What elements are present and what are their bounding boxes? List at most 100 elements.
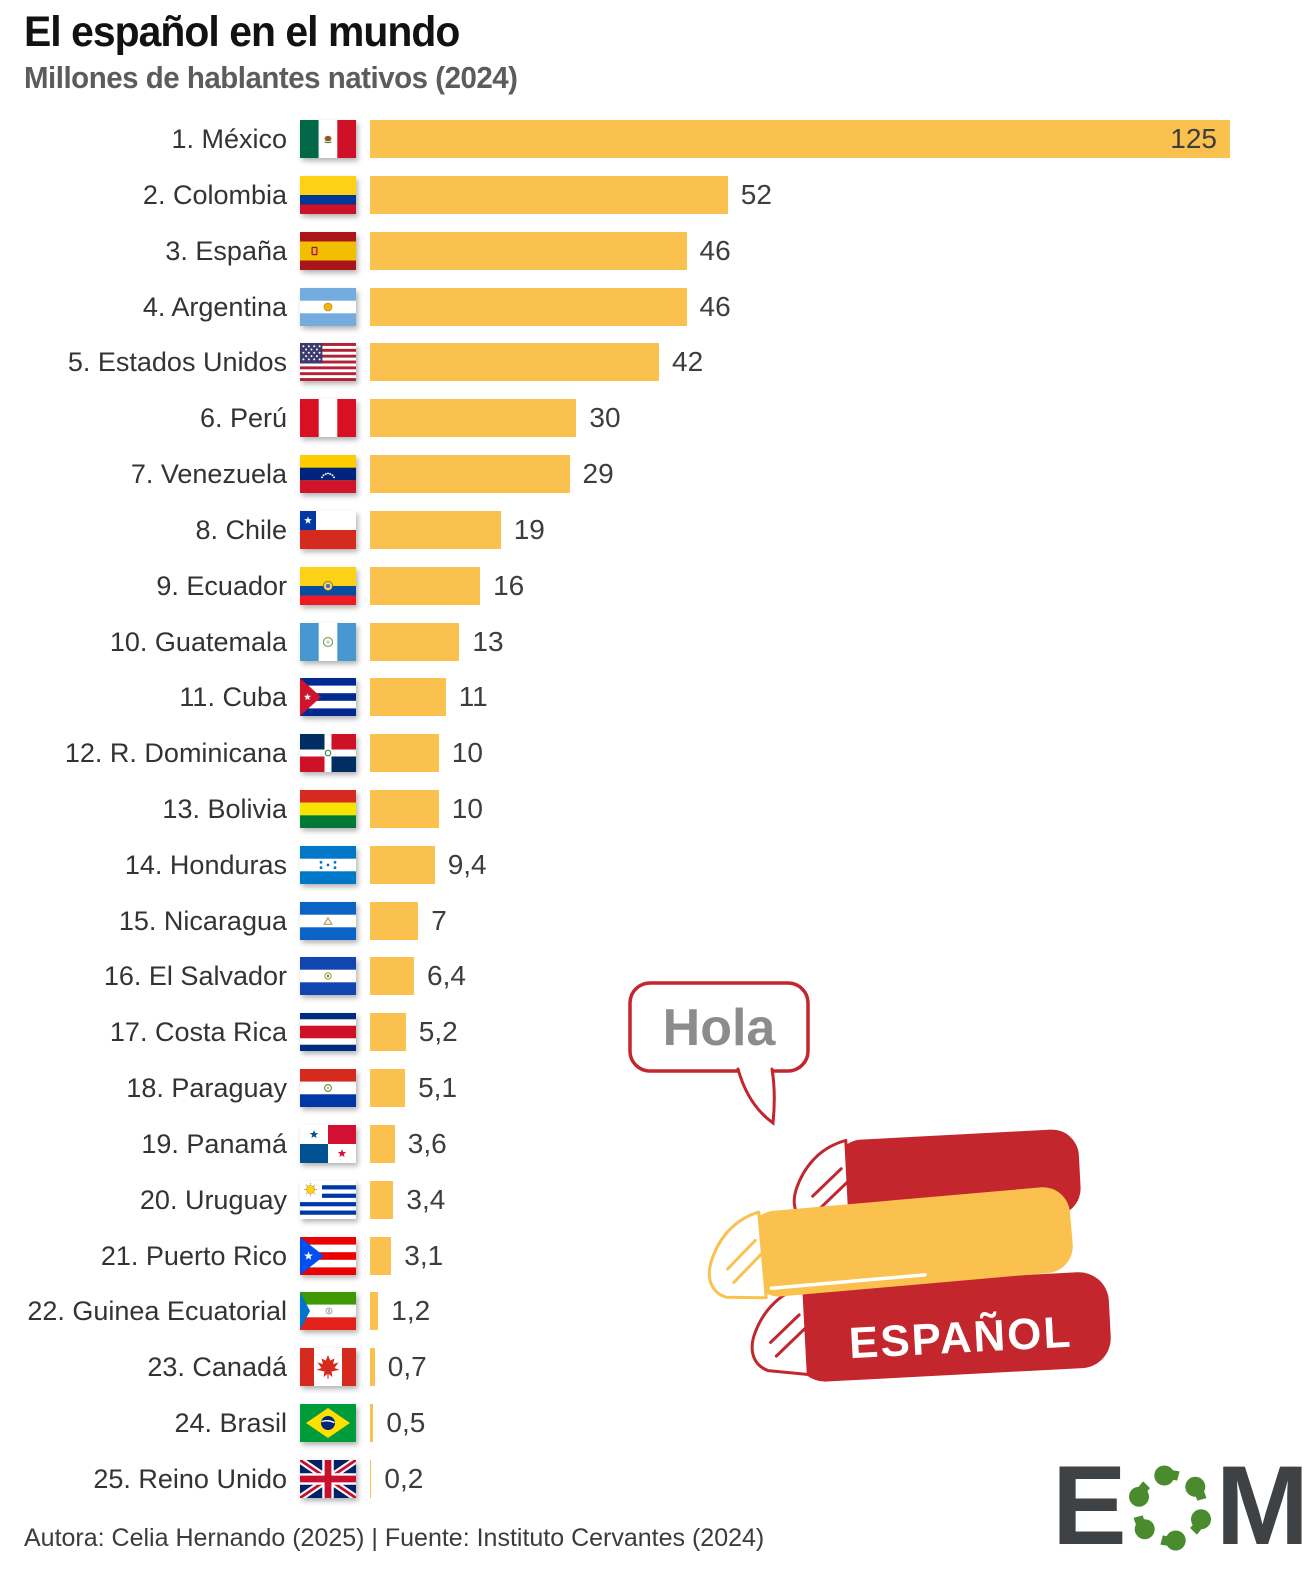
country-label: 9. Ecuador [156, 570, 287, 601]
bar-value-label: 10 [451, 737, 483, 769]
bar-value-label: 3,4 [406, 1183, 446, 1215]
logo-o-icon [1128, 1465, 1211, 1551]
country-label: 2. Colombia [142, 179, 287, 210]
bar-track: 1,2 [370, 1292, 1286, 1331]
bar-value-label: 10 [451, 793, 483, 824]
flag-costa-rica-icon [300, 1013, 356, 1052]
bar-row: 4. Argentina 46 [24, 287, 1286, 326]
flag-nicaragua-icon [300, 901, 356, 940]
bar-value-label: 29 [582, 458, 614, 489]
country-label: 19. Panamá [141, 1128, 287, 1159]
country-label: 3. España [165, 235, 287, 266]
bar-value-label: 5,1 [418, 1072, 458, 1104]
bar [370, 1013, 406, 1052]
bar [370, 1124, 395, 1163]
flag-united-kingdom-icon [300, 1459, 356, 1498]
bar-value-label: 42 [672, 346, 704, 378]
bar-value-label: 0,7 [387, 1351, 427, 1383]
bar-row: 2. Colombia 52 [24, 175, 1286, 214]
country-label: 8. Chile [195, 514, 287, 545]
flag-puerto-rico-icon [300, 1236, 356, 1275]
bar-track: 10 [370, 734, 1286, 773]
bar-row: 23. Canadá 0,7 [24, 1348, 1286, 1387]
country-label: 16. El Salvador [103, 961, 287, 992]
bar-track: 11 [370, 678, 1286, 717]
bar-value-label: 0,2 [384, 1462, 424, 1494]
book-title-label: ESPAÑOL [848, 1307, 1074, 1369]
bar-value-label: 6,4 [427, 960, 466, 992]
bar [370, 455, 570, 493]
bar-row: 15. Nicaragua 7 [24, 901, 1286, 940]
country-label: 15. Nicaragua [118, 905, 287, 936]
bar-value-label: 3,6 [407, 1127, 447, 1159]
bar [370, 566, 481, 605]
bar-track: 7 [370, 901, 1286, 940]
bar-track: 19 [370, 510, 1286, 549]
bar [370, 1348, 375, 1387]
bar [370, 790, 439, 828]
country-label: 21. Puerto Rico [100, 1240, 287, 1271]
bar-track: 3,4 [370, 1180, 1286, 1219]
flag-equatorial-guinea-icon [300, 1292, 356, 1331]
bar-track: 52 [370, 175, 1286, 214]
bar [370, 399, 577, 438]
bar [370, 845, 435, 884]
speech-bubble-tail [736, 1067, 776, 1126]
country-label: 24. Brasil [174, 1408, 287, 1439]
bar-value-label: 46 [699, 290, 731, 322]
bar [370, 175, 728, 214]
bar-row: 19. Panamá 3,6 [24, 1124, 1286, 1163]
bar-track: 0,2 [370, 1459, 1286, 1498]
bar-row: 1. México 125 [24, 120, 1286, 158]
bar-track: 16 [370, 566, 1286, 605]
flag-colombia-icon [300, 175, 356, 214]
bar-row: 12. R. Dominicana 10 [24, 734, 1286, 773]
bar-track: 46 [370, 231, 1286, 270]
bar-value-label: 9,4 [447, 848, 487, 880]
book-bottom: ESPAÑOL [750, 1272, 1111, 1382]
country-label: 23. Canadá [147, 1352, 287, 1383]
bar [370, 1404, 374, 1443]
bar-row: 3. España 46 [24, 231, 1286, 270]
country-label: 17. Costa Rica [109, 1017, 287, 1048]
bar-value-label: 7 [431, 904, 447, 936]
bar [370, 1069, 406, 1108]
bar [370, 120, 1230, 158]
bar-track: 6,4 [370, 957, 1286, 996]
flag-bolivia-icon [300, 790, 356, 828]
bar [370, 901, 419, 940]
flag-usa-icon [300, 343, 356, 382]
bar-value-label: 46 [699, 234, 731, 266]
flag-paraguay-icon [300, 1069, 356, 1108]
flag-honduras-icon [300, 845, 356, 884]
speech-bubble [628, 981, 810, 1073]
bar-row: 25. Reino Unido 0,2 [24, 1459, 1286, 1498]
logo-letter-m: M [1215, 1443, 1309, 1568]
flag-argentina-icon [300, 287, 356, 326]
flag-guatemala-icon [300, 622, 356, 661]
country-label: 1. México [171, 124, 287, 154]
flag-canada-icon [300, 1348, 356, 1387]
bar-track: 13 [370, 622, 1286, 661]
bar-row: 24. Brasil 0,5 [24, 1404, 1286, 1443]
bar [370, 678, 446, 717]
flag-cuba-icon [300, 678, 356, 717]
bar [370, 287, 687, 326]
flag-ecuador-icon [300, 566, 356, 605]
bar-value-label: 0,5 [386, 1407, 426, 1439]
bar [370, 957, 414, 996]
book-middle [707, 1187, 1073, 1300]
bar-value-label: 3,1 [404, 1239, 444, 1271]
bar-row: 18. Paraguay 5,1 [24, 1069, 1286, 1108]
flag-el-salvador-icon [300, 957, 356, 996]
bar-row: 10. Guatemala 13 [24, 622, 1286, 661]
bar-row: 17. Costa Rica 5,2 [24, 1013, 1286, 1052]
speech-bubble-text: Hola [663, 999, 777, 1057]
bar-track: 42 [370, 343, 1286, 382]
bar-chart: 1. México 125 2. Colombia 52 3. España 4… [24, 120, 1286, 1520]
bar [370, 231, 687, 270]
country-label: 13. Bolivia [162, 794, 287, 824]
country-label: 4. Argentina [142, 291, 287, 322]
bar-track: 46 [370, 287, 1286, 326]
bar-row: 20. Uruguay 3,4 [24, 1180, 1286, 1219]
